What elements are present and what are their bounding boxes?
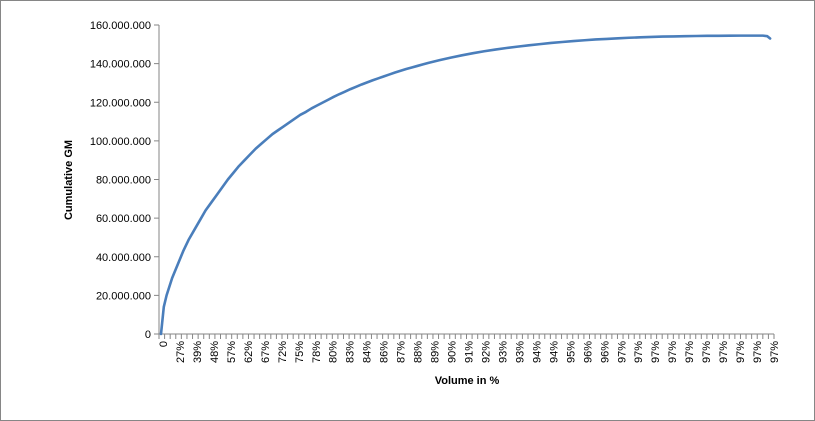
x-tick-label: 80%: [328, 341, 340, 363]
x-tick-label: 97%: [667, 341, 679, 363]
x-tick-label: 48%: [209, 341, 221, 363]
y-tick-label: 140.000.000: [90, 59, 151, 71]
x-tick-label: 87%: [396, 341, 408, 363]
x-tick-label: 83%: [345, 341, 357, 363]
y-axis-ticks: [154, 24, 159, 335]
y-tick-label: 40.000.000: [96, 252, 151, 264]
x-tick-label: 27%: [175, 341, 187, 363]
y-tick-label: 80.000.000: [96, 175, 151, 187]
x-tick-label: 0: [158, 341, 170, 347]
x-tick-label: 95%: [565, 341, 577, 363]
x-tick-label: 97%: [633, 341, 645, 363]
y-axis-labels: 0 20.000.000 40.000.000 60.000.000 80.000.00…: [90, 20, 151, 341]
x-tick-label: 62%: [243, 341, 255, 363]
y-tick-label: 60.000.000: [96, 213, 151, 225]
x-axis-ticks: [158, 334, 775, 339]
x-tick-label: 67%: [260, 341, 272, 363]
y-tick-label: 120.000.000: [90, 97, 151, 109]
x-tick-label: 96%: [599, 341, 611, 363]
x-tick-label: 72%: [277, 341, 289, 363]
x-tick-label: 92%: [480, 341, 492, 363]
x-tick-label: 97%: [769, 341, 781, 363]
x-tick-label: 88%: [413, 341, 425, 363]
x-axis-title: Volume in %: [435, 375, 500, 387]
y-tick-label: 20.000.000: [96, 290, 151, 302]
x-tick-label: 96%: [582, 341, 594, 363]
x-tick-label: 91%: [464, 341, 476, 363]
y-axis-title: Cumulative GM: [63, 140, 75, 220]
x-tick-label: 78%: [311, 341, 323, 363]
x-tick-label: 97%: [650, 341, 662, 363]
x-tick-label: 94%: [531, 341, 543, 363]
x-tick-label: 97%: [701, 341, 713, 363]
y-tick-label: 0: [145, 329, 151, 341]
x-tick-label: 39%: [192, 341, 204, 363]
series-line-cumulative-gm: [159, 34, 772, 336]
x-tick-label: 93%: [497, 341, 509, 363]
x-tick-label: 93%: [514, 341, 526, 363]
x-tick-label: 75%: [294, 341, 306, 363]
x-tick-label: 86%: [379, 341, 391, 363]
x-tick-label: 97%: [684, 341, 696, 363]
x-tick-label: 84%: [362, 341, 374, 363]
x-tick-label: 97%: [735, 341, 747, 363]
x-tick-label: 97%: [616, 341, 628, 363]
x-tick-label: 89%: [430, 341, 442, 363]
x-tick-label: 97%: [718, 341, 730, 363]
y-tick-label: 100.000.000: [90, 136, 151, 148]
x-tick-label: 94%: [548, 341, 560, 363]
x-axis-labels: 0 27% 39% 48% 57% 62% 67% 72% 75% 78% 80% 83% 84% 86%…: [158, 341, 781, 363]
x-tick-label: 97%: [752, 341, 764, 363]
x-tick-label: 90%: [447, 341, 459, 363]
x-tick-label: 57%: [226, 341, 238, 363]
y-tick-label: 160.000.000: [90, 20, 151, 32]
